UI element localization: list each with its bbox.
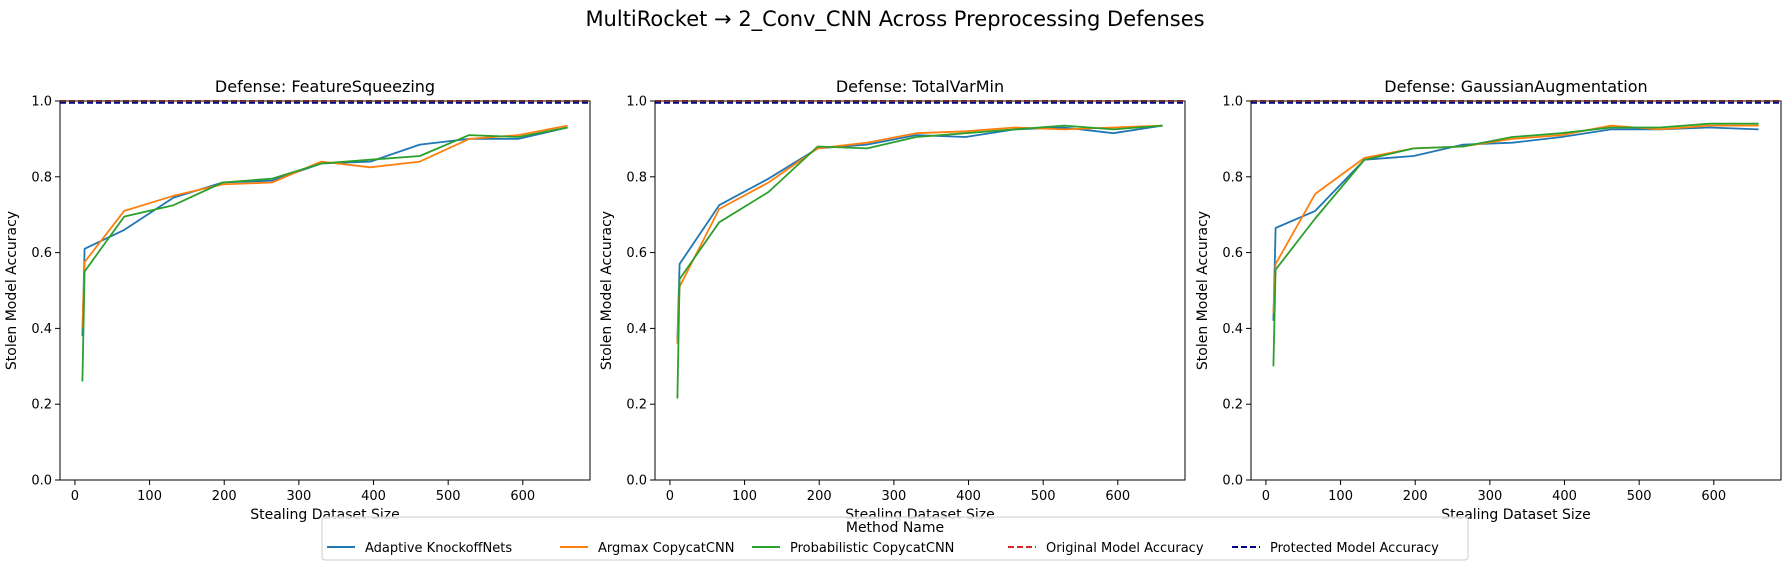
- y-tick-label: 0.2: [31, 398, 52, 413]
- series-line-probabilistic-copycatcnn: [81, 126, 568, 382]
- y-tick-label: 0.6: [31, 246, 52, 261]
- y-tick-label: 1.0: [31, 95, 52, 110]
- y-tick-label: 0.2: [1222, 398, 1243, 413]
- x-tick-label: 100: [1328, 489, 1353, 504]
- y-tick-label: 0.6: [626, 246, 647, 261]
- y-tick-label: 1.0: [1222, 95, 1243, 110]
- x-tick-label: 200: [212, 489, 237, 504]
- x-tick-label: 400: [956, 489, 981, 504]
- y-tick-label: 0.6: [1222, 246, 1243, 261]
- series-line-argmax-copycatcnn: [1272, 124, 1759, 314]
- y-tick-label: 1.0: [626, 95, 647, 110]
- x-tick-label: 100: [137, 489, 162, 504]
- plot-frame: [654, 100, 1186, 481]
- figure-title: MultiRocket → 2_Conv_CNN Across Preproce…: [585, 7, 1204, 32]
- y-tick-label: 0.2: [626, 398, 647, 413]
- legend-label: Probabilistic CopycatCNN: [790, 541, 954, 556]
- x-tick-label: 300: [286, 489, 311, 504]
- legend-box: [321, 516, 1469, 561]
- x-tick-label: 0: [1262, 489, 1270, 504]
- panel-2: Defense: TotalVarMin Stolen Model Accurac…: [599, 77, 1186, 523]
- x-tick-label: 400: [361, 489, 386, 504]
- x-tick-label: 0: [666, 489, 674, 504]
- y-tick-label: 0.8: [1222, 170, 1243, 185]
- x-tick-label: 500: [1031, 489, 1056, 504]
- series-line-argmax-copycatcnn: [676, 124, 1163, 344]
- series-line-probabilistic-copycatcnn: [676, 124, 1163, 399]
- series-line-probabilistic-copycatcnn: [1272, 122, 1759, 367]
- legend-title: Method Name: [846, 520, 944, 536]
- x-tick-label: 200: [1403, 489, 1428, 504]
- y-tick-label: 0.8: [626, 170, 647, 185]
- plot-frame: [1250, 100, 1782, 481]
- x-tick-label: 600: [1701, 489, 1726, 504]
- x-tick-label: 300: [881, 489, 906, 504]
- legend-label: Argmax CopycatCNN: [598, 541, 734, 556]
- y-tick-label: 0.4: [626, 322, 647, 337]
- x-axis-label: Stealing Dataset Size: [1441, 507, 1591, 523]
- plot-frame: [59, 100, 591, 481]
- y-axis-label: Stolen Model Accuracy: [599, 211, 615, 370]
- x-tick-label: 500: [436, 489, 461, 504]
- legend-label: Original Model Accuracy: [1046, 541, 1204, 556]
- x-tick-label: 500: [1627, 489, 1652, 504]
- x-tick-label: 600: [510, 489, 535, 504]
- legend-label: Adaptive KnockoffNets: [365, 541, 512, 556]
- x-tick-label: 600: [1105, 489, 1130, 504]
- x-tick-label: 200: [807, 489, 832, 504]
- panel-title: Defense: FeatureSqueezing: [215, 77, 435, 96]
- x-tick-label: 400: [1552, 489, 1577, 504]
- y-tick-label: 0.8: [31, 170, 52, 185]
- panel-3: Defense: GaussianAugmentation Stolen Mode…: [1195, 77, 1782, 523]
- x-tick-label: 0: [71, 489, 79, 504]
- panels: Defense: FeatureSqueezing Stolen Model Ac…: [4, 77, 1782, 523]
- panel-title: Defense: GaussianAugmentation: [1384, 77, 1647, 96]
- y-tick-label: 0.0: [1222, 474, 1243, 489]
- y-axis-label: Stolen Model Accuracy: [1195, 211, 1211, 370]
- legend-label: Protected Model Accuracy: [1270, 541, 1439, 556]
- y-axis-label: Stolen Model Accuracy: [4, 211, 20, 370]
- y-tick-label: 0.4: [1222, 322, 1243, 337]
- y-tick-label: 0.0: [626, 474, 647, 489]
- y-tick-label: 0.0: [31, 474, 52, 489]
- panel-title: Defense: TotalVarMin: [836, 77, 1004, 96]
- x-tick-label: 100: [732, 489, 757, 504]
- x-tick-label: 300: [1477, 489, 1502, 504]
- series-line-argmax-copycatcnn: [81, 124, 568, 329]
- y-tick-label: 0.4: [31, 322, 52, 337]
- legend: Method Name Adaptive KnockoffNets Argmax C…: [321, 516, 1469, 561]
